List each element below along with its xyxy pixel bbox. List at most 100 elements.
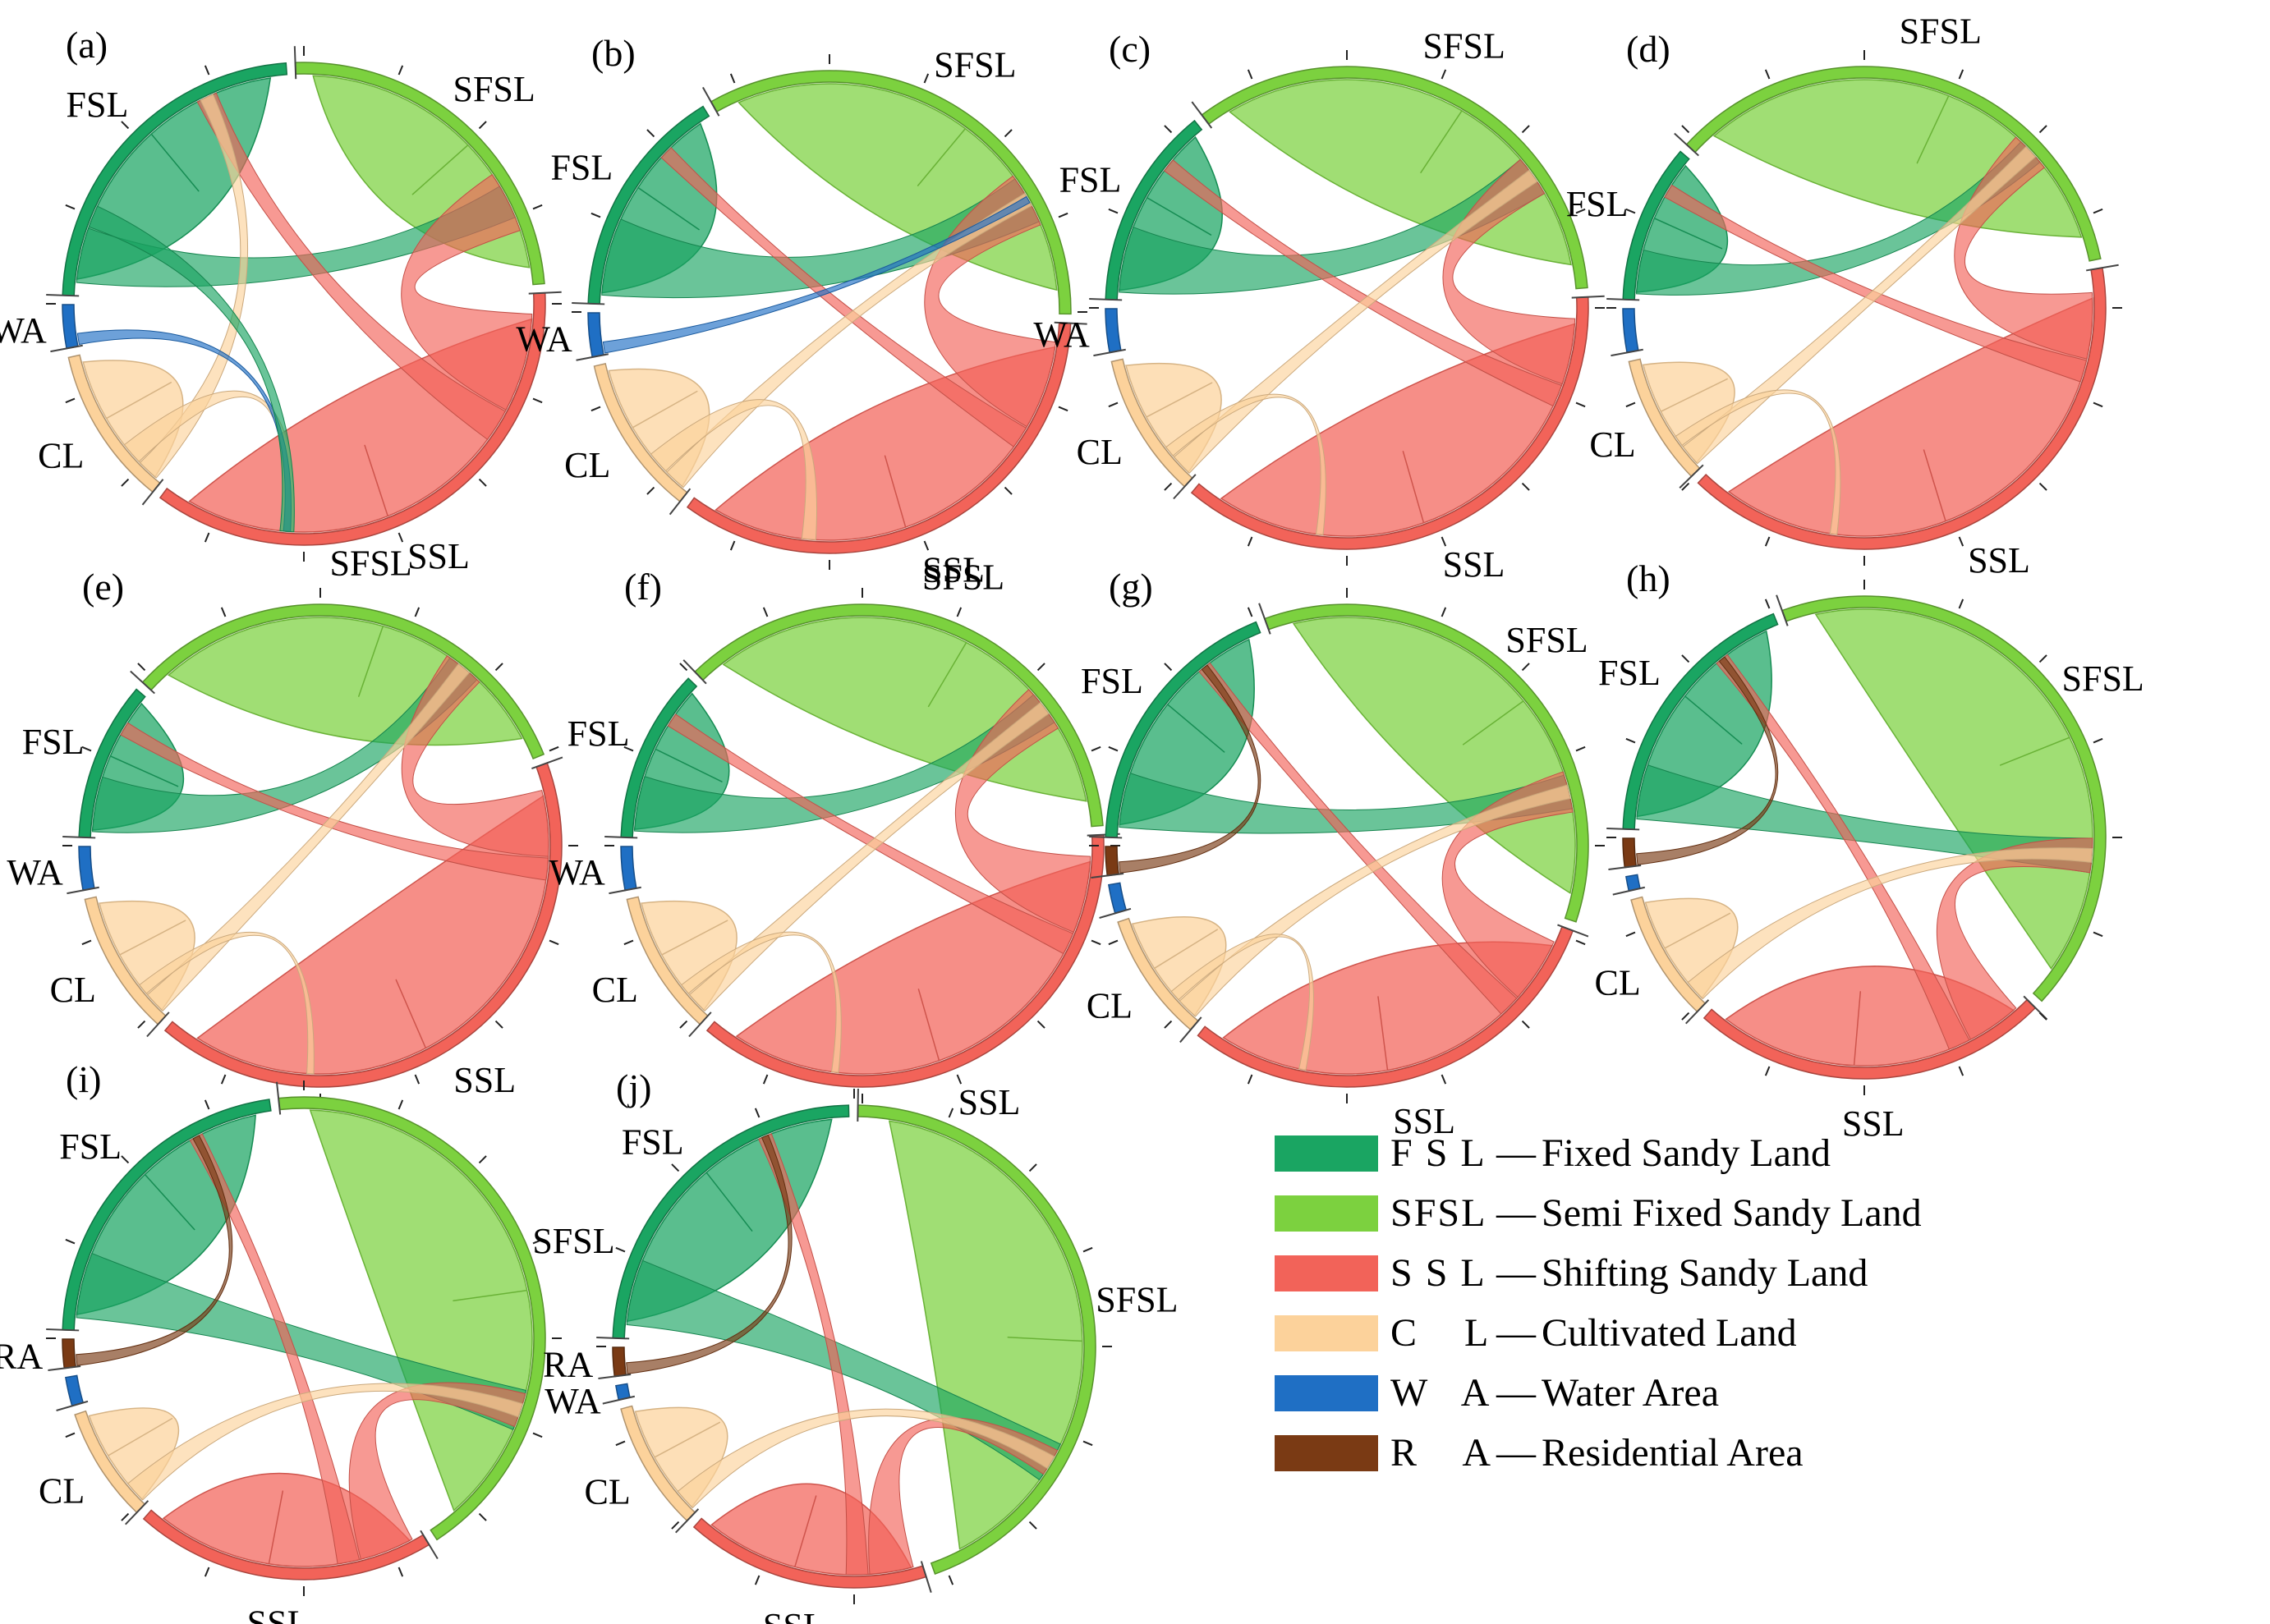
- arc-cl: [620, 1405, 696, 1522]
- arc-divider: [146, 1012, 170, 1038]
- panel-label: (i): [66, 1058, 101, 1100]
- legend-separator: —: [1496, 1311, 1536, 1355]
- flow-fsl-to-sfsl: [626, 1259, 1061, 1481]
- tick-mark: [1575, 745, 1586, 752]
- tick-mark: [414, 1074, 420, 1085]
- tick-mark: [1164, 482, 1173, 491]
- arc-divider: [1674, 132, 1699, 157]
- flow-ssl-to-fsl: [1163, 159, 1563, 407]
- arc-cl: [1110, 358, 1193, 488]
- arc-label-fsl: FSL: [1598, 653, 1661, 693]
- tick-mark: [65, 1238, 76, 1245]
- legend-name-sfsl: Semi Fixed Sandy Land: [1542, 1191, 1922, 1235]
- chord-panel-d: FSL SFSL SSL CL (d): [1566, 11, 2122, 580]
- chord-panel-g: FSL SFSL SSL CL (g): [1081, 566, 1605, 1141]
- tick-mark: [1441, 69, 1447, 80]
- legend-separator: —: [1496, 1191, 1536, 1235]
- arc-ra: [612, 1346, 627, 1378]
- panel-label: (h): [1626, 557, 1670, 599]
- arc-fsl: [612, 1104, 850, 1340]
- arc-cl: [74, 1410, 146, 1514]
- tick-mark: [2093, 931, 2103, 938]
- tick-mark: [81, 745, 92, 752]
- tick-mark: [762, 1074, 769, 1085]
- tick-mark: [1681, 125, 1690, 134]
- arc-divider: [576, 353, 609, 361]
- arc-divider: [702, 86, 720, 117]
- tick-mark: [1681, 482, 1690, 491]
- legend-code-sfsl: SFSL: [1390, 1191, 1487, 1235]
- legend-name-wa: Water Area: [1542, 1371, 1719, 1415]
- arc-divider: [46, 294, 80, 297]
- arc-sfsl: [278, 1096, 546, 1541]
- arc-label-cl: CL: [39, 1471, 85, 1512]
- arc-divider: [1258, 603, 1271, 635]
- tick-mark: [65, 397, 76, 404]
- arc-divider: [130, 670, 155, 695]
- legend-entry-ssl: S S L — Shifting Sandy Land: [1275, 1249, 2219, 1309]
- tick-mark: [494, 1020, 503, 1029]
- tick-mark: [65, 204, 76, 210]
- arc-divider: [293, 46, 297, 80]
- flow-cl-to-ssl: [650, 399, 817, 541]
- arc-wa: [78, 846, 95, 892]
- arc-cl: [1628, 358, 1701, 478]
- arc-wa: [65, 1374, 85, 1407]
- panel-label: (d): [1626, 28, 1670, 70]
- tick-mark: [121, 1512, 130, 1521]
- arc-ra: [1105, 846, 1120, 877]
- tick-mark: [204, 1099, 210, 1110]
- arc-label-ssl: SSL: [407, 536, 470, 576]
- arc-divider: [1606, 828, 1640, 831]
- arc-wa: [1622, 308, 1639, 354]
- arc-divider: [1093, 348, 1126, 357]
- tick-mark: [121, 121, 130, 130]
- flow-cl-to-ssl: [681, 931, 842, 1074]
- tick-mark: [220, 607, 227, 617]
- tick-mark: [729, 540, 736, 551]
- tick-mark: [948, 1575, 954, 1585]
- arc-label-sfsl: SFSL: [934, 44, 1016, 85]
- tick-mark: [615, 1246, 626, 1253]
- arc-divider: [141, 479, 164, 506]
- flow-ssl-to-sfsl: [401, 174, 533, 411]
- legend-entry-fsl: F S L — Fixed Sandy Land: [1275, 1129, 2219, 1189]
- arc-divider: [1776, 594, 1789, 626]
- arc-label-ssl: SSL: [922, 550, 985, 590]
- arc-divider: [67, 886, 99, 895]
- tick-mark: [1108, 401, 1119, 408]
- legend: F S L — Fixed Sandy Land SFSL — Semi Fix…: [1275, 1129, 2219, 1489]
- arc-fsl: [62, 1099, 272, 1332]
- arc-ra: [62, 1338, 77, 1369]
- arc-cl: [67, 354, 161, 493]
- tick-mark: [1575, 401, 1586, 408]
- flow-ra-to-fsl: [626, 1134, 793, 1374]
- arc-label-fsl: FSL: [550, 147, 613, 187]
- tick-mark: [754, 1108, 760, 1118]
- arc-label-cl: CL: [1077, 432, 1123, 472]
- arc-divider: [531, 756, 563, 770]
- panel-label: (c): [1109, 28, 1151, 70]
- arc-label-cl: CL: [564, 445, 610, 485]
- chord-panel-a: FSL SFSL SSL CL WA (a): [0, 24, 562, 576]
- panel-label: (j): [616, 1067, 651, 1108]
- arc-label-wa: WA: [1033, 314, 1090, 355]
- arc-divider: [1606, 298, 1640, 301]
- tick-mark: [2093, 208, 2103, 214]
- tick-mark: [1575, 208, 1586, 214]
- tick-mark: [1164, 663, 1173, 672]
- tick-mark: [65, 1432, 76, 1438]
- legend-separator: —: [1496, 1431, 1536, 1475]
- arc-divider: [46, 1328, 80, 1332]
- tick-mark: [762, 607, 769, 617]
- arc-label-cl: CL: [585, 1472, 631, 1512]
- tick-mark: [204, 65, 210, 76]
- self-flow-ssl: [196, 795, 549, 1075]
- arc-wa: [1625, 874, 1641, 892]
- tick-mark: [1036, 663, 1045, 672]
- arc-label-sfsl: SFSL: [1900, 11, 1982, 52]
- tick-mark: [2038, 482, 2047, 491]
- panel-label: (f): [624, 566, 662, 608]
- arc-divider: [48, 1365, 81, 1371]
- flow-ssl-to-sfsl: [1936, 837, 2093, 1040]
